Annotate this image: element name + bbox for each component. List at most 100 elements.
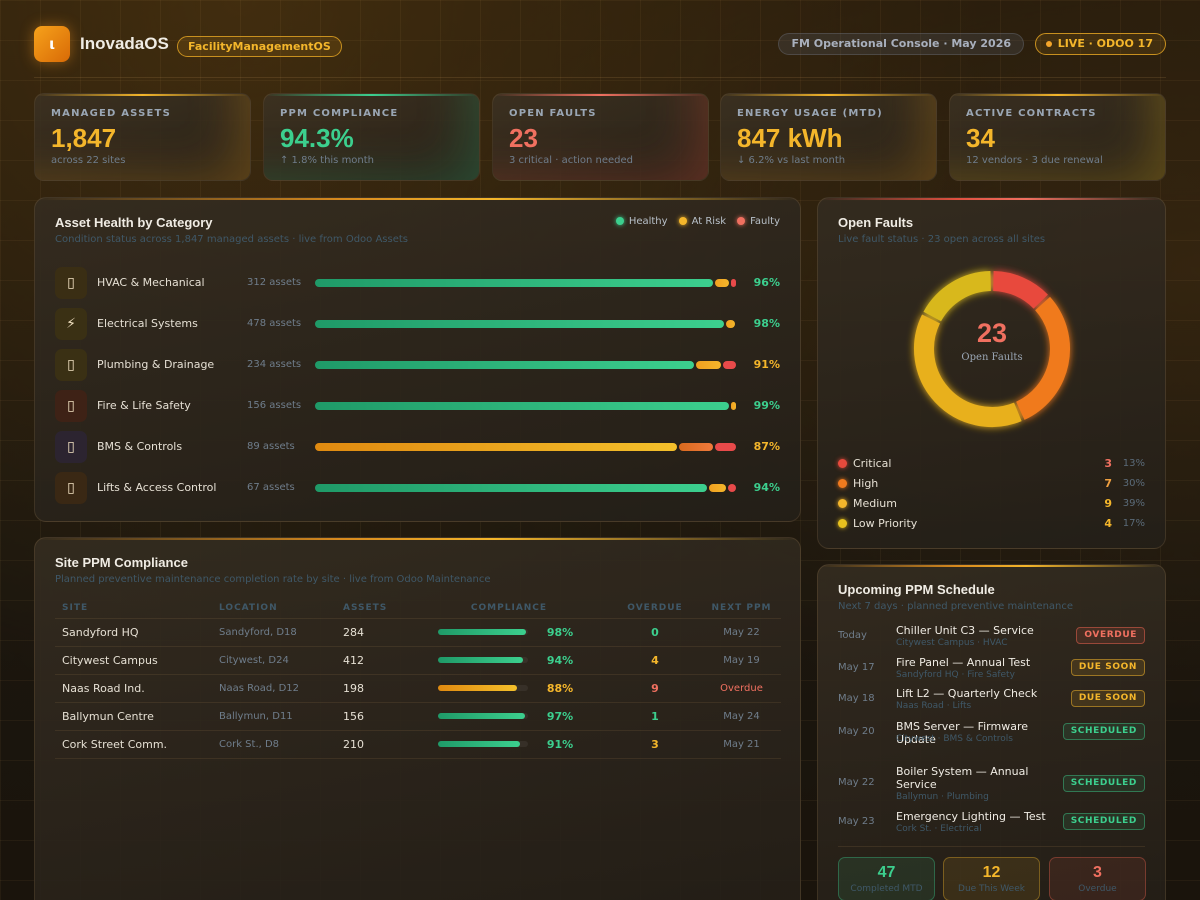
- schedule-task-title: Emergency Lighting — Test: [896, 810, 1046, 823]
- console-label: FM Operational Console · May 2026: [778, 33, 1024, 55]
- asset-category-name: Plumbing & Drainage: [97, 358, 215, 371]
- next-ppm-date: May 21: [702, 730, 781, 759]
- thermometer-icon: ▯: [55, 267, 87, 299]
- column-header-location[interactable]: LOCATION: [212, 598, 336, 619]
- asset-category-count: 478 assets: [247, 318, 302, 329]
- asset-health-bar: [315, 443, 736, 451]
- site-name: Cork Street Comm.: [55, 730, 212, 759]
- table-row[interactable]: Cork Street Comm. Cork St., D8 210 91% 3 May …: [55, 730, 781, 759]
- kpi-card-active-contracts[interactable]: ACTIVE CONTRACTS 34 12 vendors · 3 due ren…: [949, 93, 1166, 181]
- priority-dot-icon: [838, 479, 847, 488]
- donut-slice-low-priority[interactable]: [923, 271, 992, 322]
- priority-dot-icon: [838, 459, 847, 468]
- donut-slice-critical[interactable]: [992, 271, 1048, 309]
- status-badge: SCHEDULED: [1062, 775, 1145, 792]
- health-segment-risk: [730, 402, 736, 410]
- schedule-item[interactable]: Today Chiller Unit C3 — Service Citywest C…: [838, 624, 1145, 652]
- asset-category-row[interactable]: ▯ Lifts & Access Control 67 assets 94%: [55, 472, 780, 504]
- asset-health-bar: [315, 279, 736, 287]
- fault-priority-row[interactable]: Medium 9 39%: [838, 496, 1145, 512]
- next-ppm-date: May 24: [702, 702, 781, 731]
- legend-item-at-risk: At Risk: [678, 216, 726, 227]
- asset-category-row[interactable]: ⚡ Electrical Systems 478 assets 98%: [55, 308, 780, 340]
- schedule-task-title: Boiler System — Annual Service: [896, 765, 1029, 791]
- column-header-site[interactable]: SITE: [55, 598, 212, 619]
- summary-tile-completed-mtd[interactable]: 47 Completed MTD: [838, 857, 935, 900]
- site-asset-count: 412: [336, 646, 410, 675]
- compliance-percent: 91%: [546, 737, 574, 751]
- fault-priority-row[interactable]: Low Priority 4 17%: [838, 516, 1145, 532]
- schedule-task-title: Lift L2 — Quarterly Check: [896, 687, 1038, 700]
- overdue-count: 9: [608, 674, 702, 703]
- asset-category-row[interactable]: ▯ HVAC & Mechanical 312 assets 96%: [55, 267, 780, 299]
- legend-label: Faulty: [750, 216, 780, 227]
- kpi-card-open-faults[interactable]: OPEN FAULTS 23 3 critical · action needed: [492, 93, 709, 181]
- schedule-task-title: Chiller Unit C3 — Service: [896, 624, 1034, 637]
- summary-tile-overdue[interactable]: 3 Overdue: [1049, 857, 1146, 900]
- next-ppm-date: Overdue: [702, 674, 781, 703]
- health-segment-healthy: [315, 484, 707, 492]
- column-header-compliance[interactable]: COMPLIANCE: [410, 598, 608, 619]
- site-location: Ballymun, D11: [212, 702, 336, 731]
- priority-count: 3: [1104, 457, 1112, 470]
- site-asset-count: 284: [336, 618, 410, 647]
- fault-priority-row[interactable]: Critical 3 13%: [838, 456, 1145, 472]
- faults-donut-chart: 23 Open Faults: [914, 271, 1070, 427]
- health-segment-faulty: [714, 443, 736, 451]
- column-header-assets[interactable]: ASSETS: [336, 598, 410, 619]
- elevator-icon: ▯: [55, 472, 87, 504]
- kpi-value: 34: [966, 123, 995, 153]
- legend-item-healthy: Healthy: [615, 216, 668, 227]
- compliance-percent: 88%: [546, 681, 574, 695]
- schedule-date: May 17: [838, 662, 875, 673]
- kpi-subtext: ↑ 1.8% this month: [280, 155, 375, 166]
- asset-health-bar: [315, 402, 736, 410]
- kpi-subtext: across 22 sites: [51, 155, 126, 166]
- live-status-badge: LIVE · ODOO 17: [1034, 33, 1166, 55]
- priority-label: Medium: [853, 497, 897, 510]
- column-header-overdue[interactable]: OVERDUE: [608, 598, 702, 619]
- fault-priority-row[interactable]: High 7 30%: [838, 476, 1145, 492]
- kpi-card-managed-assets[interactable]: MANAGED ASSETS 1,847 across 22 sites: [34, 93, 251, 181]
- asset-category-row[interactable]: ▯ Plumbing & Drainage 234 assets 91%: [55, 349, 780, 381]
- compliance-bar: [438, 713, 528, 720]
- priority-label: Critical: [853, 457, 892, 470]
- column-header-next-ppm[interactable]: NEXT PPM: [702, 598, 781, 619]
- schedule-item[interactable]: May 22 Boiler System — Annual Service Ball…: [838, 765, 1145, 805]
- priority-label: Low Priority: [853, 517, 918, 530]
- asset-category-name: Electrical Systems: [97, 317, 198, 330]
- site-compliance: 88%: [410, 674, 608, 703]
- kpi-card-energy-usage-mtd[interactable]: ENERGY USAGE (MTD) 847 kWh ↓ 6.2% vs last …: [720, 93, 937, 181]
- donut-slice-high[interactable]: [1015, 296, 1070, 420]
- schedule-item[interactable]: May 23 Emergency Lighting — Test Cork St. …: [838, 810, 1145, 838]
- site-asset-count: 198: [336, 674, 410, 703]
- schedule-item[interactable]: May 17 Fire Panel — Annual Test Sandyford …: [838, 656, 1145, 684]
- ppm-compliance-card: Site PPM Compliance Planned preventive m…: [34, 537, 801, 900]
- table-row[interactable]: Citywest Campus Citywest, D24 412 94% 4 May 1…: [55, 646, 781, 675]
- schedule-item[interactable]: May 20 BMS Server — Firmware Update Citywe…: [838, 720, 1145, 748]
- app-logo[interactable]: ι: [34, 26, 70, 62]
- schedule-date: May 20: [838, 726, 875, 737]
- lightning-icon: ⚡: [55, 308, 87, 340]
- top-header: ι InovadaOS FacilityManagementOS FM Oper…: [34, 26, 1166, 78]
- asset-category-row[interactable]: ▯ BMS & Controls 89 assets 87%: [55, 431, 780, 463]
- summary-tile-due-this-week[interactable]: 12 Due This Week: [943, 857, 1040, 900]
- kpi-card-ppm-compliance[interactable]: PPM COMPLIANCE 94.3% ↑ 1.8% this month: [263, 93, 480, 181]
- health-segment-healthy: [315, 402, 729, 410]
- asset-health-percent: 87%: [753, 440, 780, 453]
- donut-slice-medium[interactable]: [914, 314, 1022, 427]
- schedule-item[interactable]: May 18 Lift L2 — Quarterly Check Naas Road…: [838, 687, 1145, 715]
- table-row[interactable]: Naas Road Ind. Naas Road, D12 198 88% 9 Overd…: [55, 674, 781, 703]
- asset-health-bar: [315, 320, 735, 328]
- kpi-subtext: ↓ 6.2% vs last month: [737, 155, 846, 166]
- asset-category-name: Fire & Life Safety: [97, 399, 191, 412]
- health-segment-risk: [679, 443, 713, 451]
- asset-category-row[interactable]: ▯ Fire & Life Safety 156 assets 99%: [55, 390, 780, 422]
- kpi-subtext: 3 critical · action needed: [509, 155, 634, 166]
- table-row[interactable]: Sandyford HQ Sandyford, D18 284 98% 0 May 22: [55, 618, 781, 647]
- asset-category-name: Lifts & Access Control: [97, 481, 217, 494]
- table-row[interactable]: Ballymun Centre Ballymun, D11 156 97% 1 May 2…: [55, 702, 781, 731]
- schedule-task-location: Naas Road · Lifts: [896, 701, 972, 711]
- asset-category-count: 89 assets: [247, 441, 295, 452]
- schedule-task-location: Citywest · BMS & Controls: [896, 734, 1013, 744]
